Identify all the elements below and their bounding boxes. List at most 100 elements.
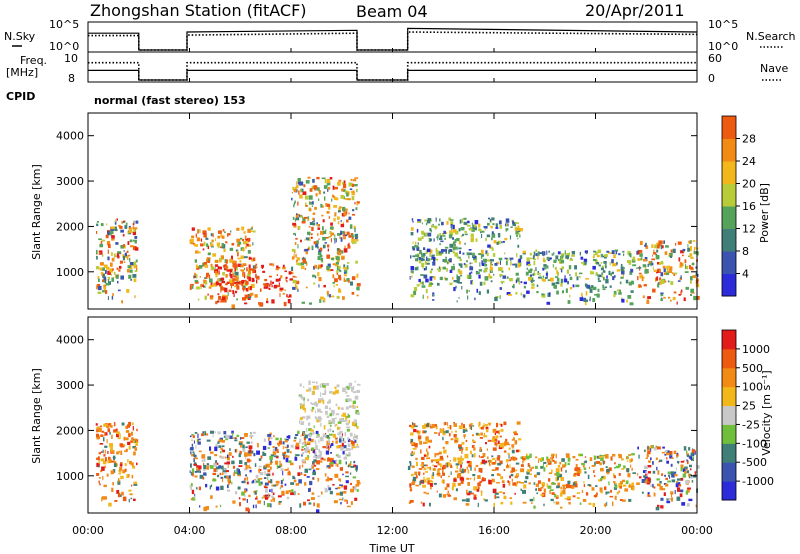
data-cell — [324, 179, 327, 184]
data-cell — [262, 445, 267, 450]
data-cell — [409, 462, 412, 467]
data-cell — [326, 415, 330, 418]
data-cell — [242, 284, 244, 289]
data-cell — [214, 283, 218, 287]
data-cell — [248, 466, 252, 469]
data-cell — [313, 425, 315, 429]
data-cell — [335, 403, 338, 407]
data-cell — [242, 297, 246, 301]
data-cell — [261, 264, 264, 268]
data-cell — [117, 280, 119, 284]
data-cell — [696, 465, 700, 469]
data-cell — [625, 279, 629, 284]
data-cell — [351, 192, 356, 196]
data-cell — [309, 222, 313, 225]
data-cell — [315, 381, 318, 384]
data-cell — [663, 296, 666, 299]
data-cell — [647, 263, 649, 267]
data-cell — [238, 453, 241, 458]
data-cell — [510, 501, 513, 505]
data-cell — [291, 197, 293, 201]
data-cell — [606, 491, 610, 494]
data-cell — [202, 476, 205, 480]
data-cell — [525, 271, 529, 276]
data-cell — [194, 259, 197, 263]
data-cell — [114, 422, 116, 427]
data-cell — [346, 231, 350, 236]
data-cell — [332, 391, 336, 395]
data-cell — [352, 190, 355, 193]
nsky-panel-frame — [87, 21, 698, 53]
data-cell — [458, 247, 462, 250]
data-cell — [479, 437, 483, 439]
data-cell — [446, 268, 448, 272]
data-cell — [208, 258, 210, 261]
data-cell — [351, 421, 356, 426]
data-cell — [435, 426, 438, 430]
data-cell — [408, 501, 412, 504]
data-cell — [313, 459, 317, 463]
data-cell — [292, 286, 296, 290]
data-cell — [425, 249, 428, 254]
data-cell — [656, 478, 660, 481]
data-cell — [234, 285, 238, 288]
data-cell — [434, 432, 438, 434]
data-cell — [308, 380, 311, 385]
data-cell — [348, 279, 350, 283]
data-cell — [252, 268, 255, 274]
data-cell — [471, 237, 474, 241]
data-cell — [684, 466, 688, 469]
data-cell — [438, 432, 440, 436]
data-cell — [347, 464, 350, 468]
data-cell — [549, 489, 554, 491]
data-cell — [124, 225, 128, 229]
data-cell — [113, 461, 117, 464]
data-cell — [574, 481, 578, 484]
nsearch-tick-bottom: 10^0 — [708, 40, 738, 53]
data-cell — [499, 273, 503, 277]
data-cell — [313, 218, 315, 223]
data-cell — [131, 474, 134, 479]
data-cell — [301, 454, 303, 457]
data-cell — [305, 202, 307, 207]
data-cell — [653, 252, 657, 255]
data-cell — [304, 468, 308, 473]
data-cell — [688, 498, 693, 502]
data-cell — [263, 283, 265, 286]
data-cell — [306, 398, 310, 402]
data-cell — [334, 234, 336, 237]
data-cell — [516, 277, 520, 282]
data-cell — [661, 473, 664, 476]
data-cell — [300, 262, 304, 266]
data-cell — [220, 450, 222, 454]
data-cell — [463, 424, 465, 429]
data-cell — [118, 437, 121, 440]
data-cell — [320, 264, 323, 268]
data-cell — [474, 259, 477, 263]
data-cell — [409, 489, 413, 492]
data-cell — [199, 470, 201, 474]
data-cell — [309, 208, 312, 212]
data-cell — [619, 481, 623, 485]
data-cell — [527, 260, 531, 265]
data-cell — [559, 268, 563, 270]
data-cell — [518, 449, 521, 453]
data-cell — [238, 469, 240, 474]
data-cell — [604, 254, 608, 258]
data-cell — [509, 257, 514, 260]
data-cell — [116, 218, 118, 221]
data-cell — [244, 433, 248, 437]
data-cell — [686, 503, 690, 507]
data-cell — [288, 489, 291, 493]
data-cell — [243, 267, 246, 270]
data-cell — [300, 417, 303, 421]
data-cell — [210, 233, 213, 237]
data-cell — [670, 491, 674, 495]
data-cell — [346, 388, 349, 391]
data-cell — [354, 233, 359, 238]
data-cell — [132, 226, 135, 230]
data-cell — [413, 429, 417, 433]
data-cell — [494, 438, 498, 441]
data-cell — [301, 257, 306, 260]
data-cell — [121, 491, 124, 496]
